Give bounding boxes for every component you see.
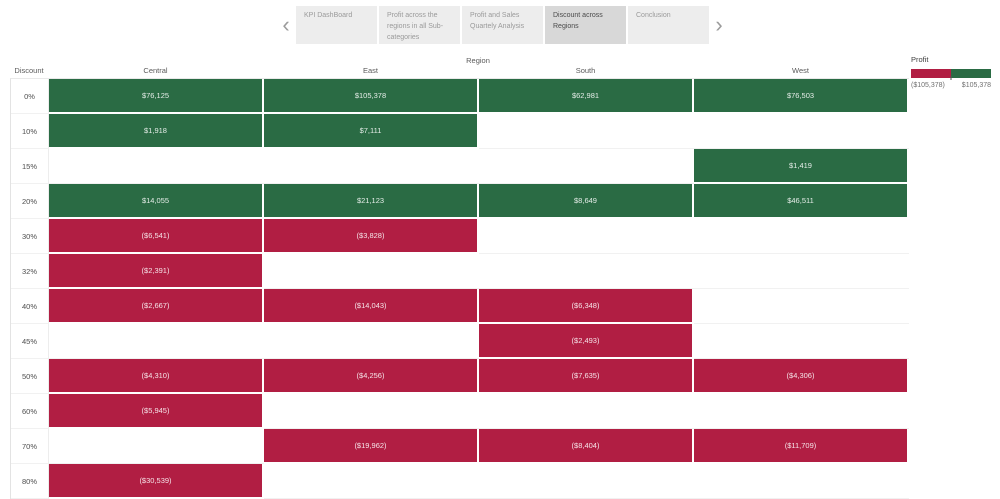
row-label[interactable]: 10%: [11, 114, 49, 149]
table-cell: [479, 149, 694, 184]
table-cell[interactable]: $46,511: [694, 184, 909, 219]
next-tab-chevron-icon[interactable]: ›: [715, 12, 723, 37]
legend-positive-swatch: [951, 69, 991, 78]
table-cell: [694, 394, 909, 429]
row-label[interactable]: 70%: [11, 429, 49, 464]
column-header-south[interactable]: South: [575, 66, 596, 75]
table-cell: [694, 464, 909, 499]
row-label[interactable]: 0%: [11, 79, 49, 114]
legend-negative-swatch: [911, 69, 951, 78]
table-cell[interactable]: $76,125: [49, 79, 264, 114]
column-header-east[interactable]: East: [362, 66, 378, 75]
table-cell: [694, 289, 909, 324]
table-cell[interactable]: ($4,310): [49, 359, 264, 394]
table-cell[interactable]: ($4,306): [694, 359, 909, 394]
row-label[interactable]: 50%: [11, 359, 49, 394]
row-label[interactable]: 60%: [11, 394, 49, 429]
table-cell: [694, 219, 909, 254]
column-header-west[interactable]: West: [792, 66, 809, 75]
table-cell: [694, 254, 909, 289]
table-cell[interactable]: $105,378: [264, 79, 479, 114]
row-label[interactable]: 32%: [11, 254, 49, 289]
table-header-row: Discount Central East South West: [10, 66, 908, 78]
table-cell: [264, 254, 479, 289]
table-cell[interactable]: $76,503: [694, 79, 909, 114]
table-cell[interactable]: $21,123: [264, 184, 479, 219]
table-cell: [479, 464, 694, 499]
row-label[interactable]: 40%: [11, 289, 49, 324]
table-cell: [694, 114, 909, 149]
table-cell[interactable]: $1,918: [49, 114, 264, 149]
table-cell: [264, 394, 479, 429]
row-label[interactable]: 80%: [11, 464, 49, 499]
table-cell[interactable]: ($7,635): [479, 359, 694, 394]
table-cell: [694, 324, 909, 359]
table-cell: [479, 254, 694, 289]
table-cell: [479, 114, 694, 149]
row-label[interactable]: 30%: [11, 219, 49, 254]
tab-discount-across-regions[interactable]: Discount across Regions: [545, 6, 626, 44]
table-cell[interactable]: $62,981: [479, 79, 694, 114]
table-cell[interactable]: ($2,667): [49, 289, 264, 324]
column-axis-title: Region: [466, 56, 490, 65]
prev-tab-chevron-icon[interactable]: ‹: [282, 12, 290, 37]
table-cell: [264, 464, 479, 499]
row-label[interactable]: 20%: [11, 184, 49, 219]
row-axis-header[interactable]: Discount: [14, 66, 44, 75]
legend-color-ramp[interactable]: [911, 69, 991, 80]
table-cell: [264, 149, 479, 184]
table-cell[interactable]: ($3,828): [264, 219, 479, 254]
tab-kpi-dashboard[interactable]: KPI DashBoard: [296, 6, 377, 44]
table-cell[interactable]: ($5,945): [49, 394, 264, 429]
profit-legend: Profit ($105,378) $105,378: [911, 55, 991, 89]
table-cell: [49, 149, 264, 184]
table-cell[interactable]: ($19,962): [264, 429, 479, 464]
legend-max-label: $105,378: [961, 82, 991, 89]
table-cell[interactable]: $7,111: [264, 114, 479, 149]
table-cell[interactable]: ($30,539): [49, 464, 264, 499]
tab-profit-sales-quarterly[interactable]: Profit and Sales Quartely Analysis: [462, 6, 543, 44]
table-cell[interactable]: ($6,541): [49, 219, 264, 254]
table-cell: [49, 324, 264, 359]
table-cell[interactable]: ($14,043): [264, 289, 479, 324]
column-header-central[interactable]: Central: [143, 66, 168, 75]
table-cell[interactable]: ($2,391): [49, 254, 264, 289]
discount-table: 0% $76,125 $105,378 $62,981 $76,503 10% $1,918…: [10, 78, 909, 499]
row-label[interactable]: 15%: [11, 149, 49, 184]
table-cell: [479, 219, 694, 254]
table-cell[interactable]: ($2,493): [479, 324, 694, 359]
tab-profit-across-regions[interactable]: Profit across the regions in all Sub-cat…: [379, 6, 460, 44]
table-cell[interactable]: $14,055: [49, 184, 264, 219]
table-cell: [479, 394, 694, 429]
legend-min-label: ($105,378): [911, 82, 945, 89]
table-cell: [264, 324, 479, 359]
table-cell[interactable]: ($8,404): [479, 429, 694, 464]
legend-title: Profit: [911, 55, 929, 64]
table-cell[interactable]: ($4,256): [264, 359, 479, 394]
row-label[interactable]: 45%: [11, 324, 49, 359]
table-cell[interactable]: ($11,709): [694, 429, 909, 464]
tab-conclusion[interactable]: Conclusion: [628, 6, 709, 44]
legend-range-labels: ($105,378) $105,378: [911, 82, 991, 89]
table-cell[interactable]: $8,649: [479, 184, 694, 219]
table-cell: [49, 429, 264, 464]
tab-bar: ‹ KPI DashBoard Profit across the region…: [278, 6, 727, 44]
legend-midpoint-notch: [950, 76, 952, 80]
table-cell[interactable]: $1,419: [694, 149, 909, 184]
table-cell[interactable]: ($6,348): [479, 289, 694, 324]
